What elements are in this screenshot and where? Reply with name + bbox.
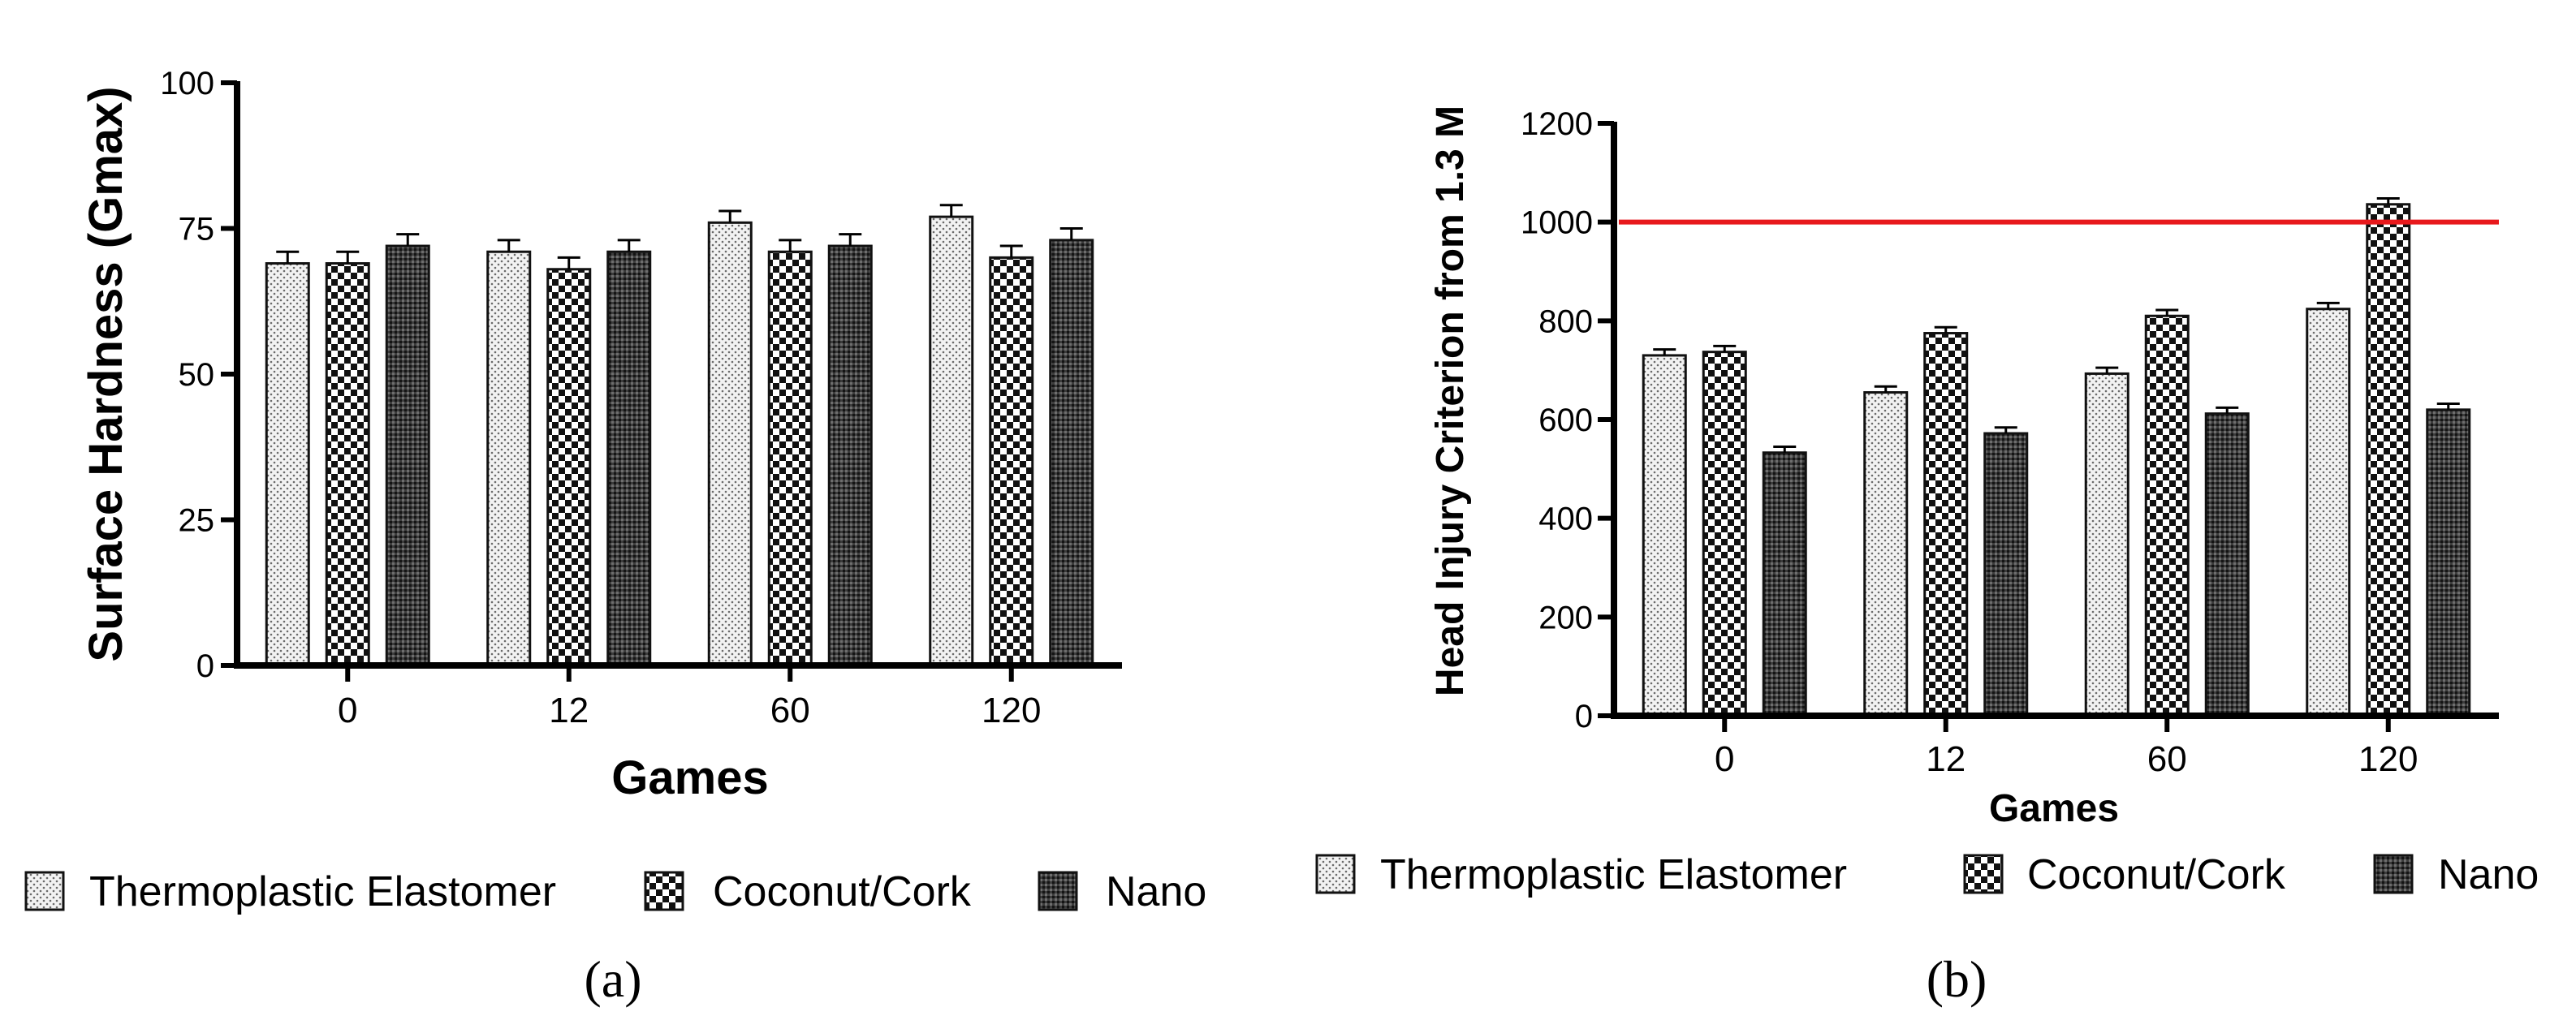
chart-b-bar-dense-12 — [1983, 432, 2029, 717]
chart-a-bar-checker-0 — [325, 262, 370, 667]
chart-a-legend-label: Thermoplastic Elastomer — [89, 868, 556, 915]
chart-b-legend-label: Nano — [2438, 851, 2539, 898]
chart-b-y-tick-label: 400 — [1538, 502, 1593, 537]
chart-b-bars — [1642, 196, 2471, 717]
chart-a-legend-label: Nano — [1106, 868, 1206, 915]
chart-b-y-tick-label: 1000 — [1521, 205, 1593, 241]
chart-a-y-tick-label: 75 — [179, 212, 215, 248]
chart-b-legend-swatch-dense — [2373, 854, 2414, 894]
chart-a-bar-dots-12 — [486, 250, 532, 667]
chart-a-y-tick-label: 50 — [179, 357, 215, 393]
chart-a-bar-dense-12 — [606, 250, 652, 667]
chart-a-bars — [265, 204, 1094, 667]
chart-b-legend-label: Coconut/Cork — [2027, 851, 2286, 898]
chart-a-x-axis-title: Games — [611, 751, 768, 804]
chart-b-bar-checker-0 — [1702, 351, 1747, 717]
chart-b-bar-dots-12 — [1863, 391, 1909, 717]
chart-b-x-ticks: 0 12 60 120 — [1715, 716, 2418, 779]
chart-a-bar-checker-60 — [767, 250, 813, 667]
chart-b-y-ticks: 0 200 400 600 800 1000 1200 — [1521, 106, 1614, 734]
chart-a-bar-dense-60 — [827, 244, 873, 667]
chart-a-x-tick-label: 0 — [338, 691, 357, 730]
chart-b-bar-dots-0 — [1642, 354, 1687, 717]
chart-b-legend-swatch-checker — [1963, 854, 2004, 894]
chart-b-y-axis-title: Head Injury Criterion from 1.3 M — [1429, 105, 1472, 696]
chart-b-y-tick-label: 0 — [1575, 699, 1593, 734]
chart-b-bar-checker-120 — [2366, 203, 2411, 717]
chart-a-legend-swatch-checker — [644, 871, 684, 911]
chart-a-bar-dots-60 — [707, 221, 753, 667]
chart-a-bar-checker-12 — [546, 268, 592, 667]
chart-a-x-tick-label: 60 — [770, 691, 810, 730]
chart-b-y-tick-label: 800 — [1538, 304, 1593, 339]
chart-a-bar-checker-120 — [989, 256, 1034, 667]
chart-a-legend: Thermoplastic Elastomer Coconut/Cork Nano — [24, 868, 1206, 915]
chart-a-bar-dense-120 — [1049, 239, 1094, 667]
chart-b-bar-dense-60 — [2204, 412, 2250, 717]
chart-a-bar-dense-0 — [385, 244, 430, 667]
chart-a-y-axis-title: Surface Hardness (Gmax) — [80, 86, 132, 661]
chart-b-bar-dots-60 — [2084, 372, 2129, 717]
chart-b-caption: (b) — [1927, 950, 1987, 1008]
chart-b-x-tick-label: 12 — [1926, 739, 1965, 779]
chart-a-x-tick-label: 12 — [549, 691, 589, 730]
chart-a-legend-label: Coconut/Cork — [713, 868, 972, 915]
chart-b-legend-swatch-dots — [1315, 854, 1356, 894]
chart-b-x-tick-label: 0 — [1715, 739, 1734, 779]
chart-b-y-tick-label: 200 — [1538, 600, 1593, 635]
chart-b-bar-checker-12 — [1923, 332, 1969, 717]
chart-a: 0 25 50 75 100 0 12 60 120 Surface Hardness (Gm… — [24, 66, 1206, 1008]
chart-b-legend: Thermoplastic Elastomer Coconut/Cork Nano — [1315, 851, 2539, 898]
chart-a-bar-dots-120 — [929, 215, 974, 667]
chart-a-x-ticks: 0 12 60 120 — [338, 665, 1041, 730]
chart-a-y-tick-label: 25 — [179, 503, 215, 539]
chart-b-bar-dense-0 — [1762, 451, 1807, 717]
chart-a-caption: (a) — [584, 950, 641, 1008]
chart-b-x-tick-label: 120 — [2358, 739, 2418, 779]
chart-a-y-tick-label: 100 — [160, 66, 214, 101]
chart-a-y-tick-label: 0 — [196, 648, 214, 684]
chart-b: 0 200 400 600 800 1000 1200 0 12 60 120 Head Inju… — [1315, 105, 2539, 1008]
chart-a-legend-swatch-dots — [24, 871, 65, 911]
chart-b-y-tick-label: 1200 — [1521, 106, 1593, 142]
chart-a-x-tick-label: 120 — [982, 691, 1041, 730]
chart-b-bar-dots-120 — [2306, 308, 2351, 717]
chart-b-y-tick-label: 600 — [1538, 403, 1593, 438]
chart-b-legend-label: Thermoplastic Elastomer — [1380, 851, 1847, 898]
chart-b-x-axis-title: Games — [1989, 787, 2119, 830]
chart-a-bar-dots-0 — [265, 262, 310, 667]
chart-a-y-ticks: 0 25 50 75 100 — [160, 66, 237, 684]
chart-b-bar-dense-120 — [2426, 408, 2471, 717]
chart-b-bar-checker-60 — [2144, 314, 2190, 717]
chart-b-x-tick-label: 60 — [2147, 739, 2187, 779]
chart-a-legend-swatch-dense — [1038, 871, 1078, 911]
